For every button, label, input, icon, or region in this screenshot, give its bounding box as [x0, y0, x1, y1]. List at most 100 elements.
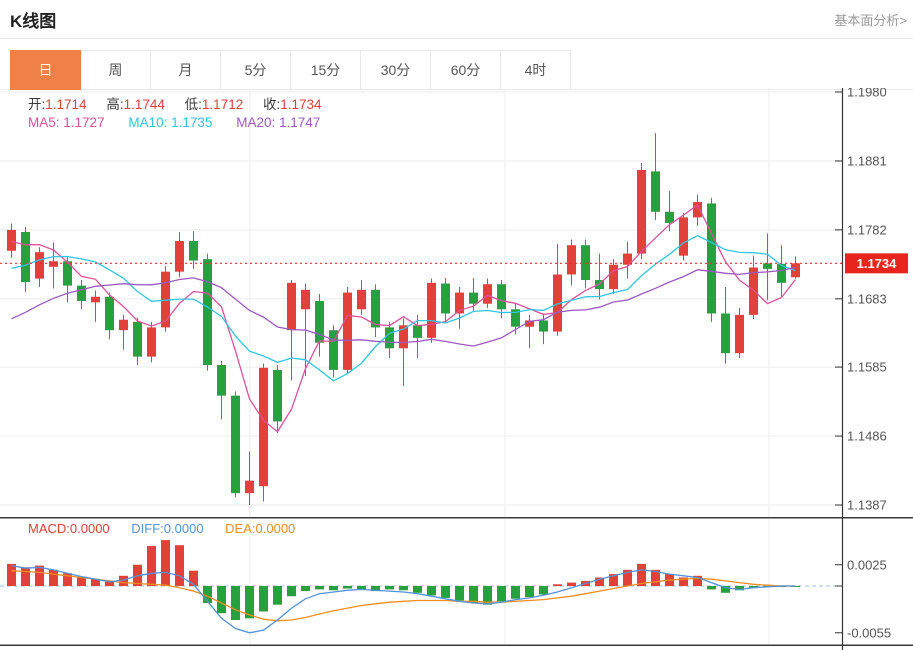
candle-body: [217, 365, 226, 396]
macd-histogram-bar: [21, 567, 30, 586]
high-value: 1.1744: [123, 97, 165, 112]
macd-histogram-bar: [217, 586, 226, 614]
macd-histogram-bar: [259, 586, 268, 612]
candle-body: [161, 271, 170, 328]
candle-body: [371, 289, 380, 328]
macd-histogram-bar: [385, 586, 394, 590]
tab-15min[interactable]: 15分: [291, 50, 361, 90]
axis-tick-label: 1.1585: [847, 360, 887, 375]
axis-tick-label: -0.0055: [847, 625, 891, 640]
page-title: K线图: [10, 12, 57, 31]
open-value: 1.1714: [45, 97, 87, 112]
dea-line: [11, 570, 796, 622]
macd-histogram-bar: [567, 582, 576, 586]
tab-30min[interactable]: 30分: [361, 50, 431, 90]
candle-body: [287, 282, 296, 331]
macd-histogram-bar: [497, 586, 506, 602]
candle-body: [679, 217, 688, 256]
low-label: 低:: [184, 97, 202, 112]
candle-body: [721, 313, 730, 354]
macd-histogram-bar: [511, 586, 520, 599]
macd-histogram-bar: [623, 569, 632, 586]
candle-body: [315, 300, 324, 343]
candle-body: [175, 241, 184, 272]
candle-body: [749, 267, 758, 315]
macd-histogram-bar: [637, 563, 646, 586]
axis-tick-label: 0.0025: [847, 557, 887, 572]
macd-histogram-bar: [539, 586, 548, 595]
candle-body: [343, 292, 352, 370]
macd-histogram-bar: [721, 586, 730, 593]
candle-body: [497, 284, 506, 310]
macd-histogram-bar: [553, 584, 562, 586]
macd-histogram-bar: [49, 569, 58, 586]
candle-body: [245, 480, 254, 494]
ma20-line: [11, 266, 796, 347]
tab-week[interactable]: 周: [81, 50, 151, 90]
candle-body: [763, 263, 772, 269]
macd-value: MACD:0.0000: [28, 521, 110, 536]
candle-body: [777, 264, 786, 283]
candle-body: [259, 367, 268, 487]
interval-tab-bar: 日 周 月 5分 15分 30分 60分 4时: [10, 50, 571, 90]
candle-body: [91, 296, 100, 303]
last-price-badge: [845, 253, 908, 274]
candle-body: [21, 231, 30, 283]
macd-histogram-bar: [357, 586, 366, 590]
ma20-readout: MA20: 1.1747: [236, 115, 321, 130]
tab-60min[interactable]: 60分: [431, 50, 501, 90]
macd-histogram-bar: [63, 573, 72, 586]
macd-histogram-bar: [469, 586, 478, 603]
candle-body: [357, 289, 366, 310]
close-label: 收:: [262, 97, 281, 112]
candle-body: [273, 369, 282, 422]
candle-body: [525, 320, 534, 327]
macd-histogram-bar: [231, 586, 240, 620]
last-price-badge-text: 1.1734: [857, 256, 898, 271]
macd-histogram-bar: [413, 586, 422, 593]
macd-histogram-bar: [371, 586, 380, 592]
macd-histogram-bar: [427, 586, 436, 596]
macd-histogram-bar: [273, 586, 282, 605]
macd-histogram-bar: [105, 581, 114, 586]
macd-histogram-bar: [245, 586, 254, 619]
tab-month[interactable]: 月: [151, 50, 221, 90]
ohlc-readout: 开:1.1714 高:1.1744 低:1.1712 收:1.1734: [28, 93, 338, 113]
close-value: 1.1734: [280, 97, 322, 112]
macd-histogram-bar: [329, 586, 338, 591]
macd-histogram-bar: [399, 586, 408, 591]
candle-body: [735, 314, 744, 354]
macd-histogram-bar: [161, 540, 170, 586]
axis-tick-label: 1.1683: [847, 291, 887, 306]
tab-5min[interactable]: 5分: [221, 50, 291, 90]
candle-body: [567, 245, 576, 275]
macd-histogram-bar: [609, 574, 618, 586]
high-label: 高:: [106, 97, 124, 112]
candle-body: [301, 289, 310, 310]
axis-tick-label: 1.1387: [847, 498, 887, 513]
candle-body: [539, 320, 548, 332]
macd-histogram-bar: [525, 586, 534, 598]
macd-histogram-bar: [203, 586, 212, 603]
candle-body: [203, 259, 212, 366]
axis-tick-label: 1.1881: [847, 153, 887, 168]
ma10-line: [11, 234, 796, 382]
macd-histogram-bar: [679, 577, 688, 586]
macd-histogram-bar: [91, 579, 100, 586]
candle-body: [133, 321, 142, 357]
candle-body: [455, 292, 464, 314]
candle-body: [105, 296, 114, 331]
macd-chart[interactable]: 0.0025 -0.0055: [0, 517, 913, 650]
tab-4hour[interactable]: 4时: [501, 50, 571, 90]
fundamental-analysis-link[interactable]: 基本面分析>: [834, 13, 907, 28]
macd-histogram-bar: [189, 570, 198, 586]
tab-day[interactable]: 日: [10, 50, 81, 90]
macd-histogram-bar: [77, 576, 86, 586]
candle-body: [329, 330, 338, 370]
macd-histogram-bar: [287, 586, 296, 597]
candlestick-chart[interactable]: 1.1980 1.1881 1.1782 1.1683 1.1585 1.1486 1.13…: [0, 88, 913, 517]
candle-body: [581, 245, 590, 281]
macd-histogram-bar: [343, 586, 352, 589]
macd-histogram-bar: [119, 575, 128, 586]
macd-histogram-bar: [7, 563, 16, 586]
